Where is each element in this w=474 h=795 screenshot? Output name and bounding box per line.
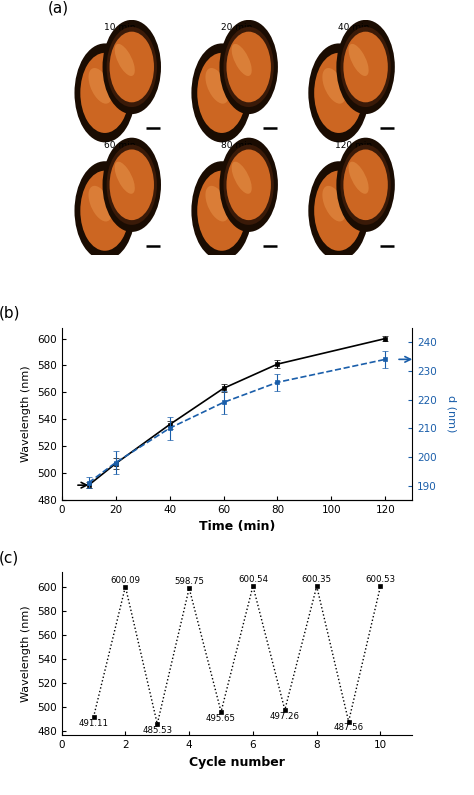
Ellipse shape: [314, 52, 363, 133]
Ellipse shape: [337, 20, 395, 114]
Y-axis label: Wavelength (nm): Wavelength (nm): [21, 366, 31, 462]
Text: 600.54: 600.54: [238, 576, 268, 584]
Ellipse shape: [219, 20, 278, 114]
Text: 10 min: 10 min: [104, 23, 136, 33]
Ellipse shape: [224, 27, 274, 107]
Text: (b): (b): [0, 306, 20, 321]
Ellipse shape: [348, 44, 369, 76]
Text: 487.56: 487.56: [334, 723, 364, 732]
X-axis label: Time (min): Time (min): [199, 521, 275, 533]
Ellipse shape: [191, 161, 252, 260]
Text: 80 min: 80 min: [221, 142, 253, 150]
Text: 120 min: 120 min: [336, 142, 373, 150]
Ellipse shape: [205, 186, 229, 222]
Y-axis label: d (nm): d (nm): [447, 395, 456, 432]
Text: 600.09: 600.09: [110, 576, 140, 585]
Ellipse shape: [340, 27, 391, 107]
Text: (a): (a): [47, 0, 69, 15]
Ellipse shape: [107, 145, 157, 225]
Ellipse shape: [314, 171, 363, 250]
Ellipse shape: [89, 68, 112, 103]
Text: 600.53: 600.53: [365, 576, 396, 584]
Ellipse shape: [109, 149, 154, 220]
Ellipse shape: [74, 161, 135, 260]
Ellipse shape: [80, 52, 129, 133]
Ellipse shape: [322, 186, 346, 222]
Text: 40 min: 40 min: [338, 23, 370, 33]
Ellipse shape: [197, 52, 246, 133]
Ellipse shape: [308, 44, 369, 142]
Ellipse shape: [115, 161, 135, 194]
Ellipse shape: [197, 171, 246, 250]
Ellipse shape: [219, 138, 278, 232]
Text: 20 min: 20 min: [221, 23, 253, 33]
Text: (c): (c): [0, 551, 19, 566]
Ellipse shape: [89, 186, 112, 222]
Ellipse shape: [227, 32, 271, 103]
Text: 485.53: 485.53: [142, 726, 173, 735]
Ellipse shape: [102, 20, 161, 114]
Ellipse shape: [205, 68, 229, 103]
Ellipse shape: [224, 145, 274, 225]
Ellipse shape: [348, 161, 369, 194]
Text: 60 min: 60 min: [104, 142, 136, 150]
X-axis label: Cycle number: Cycle number: [189, 756, 285, 769]
Ellipse shape: [109, 32, 154, 103]
Ellipse shape: [343, 32, 388, 103]
Text: 497.26: 497.26: [270, 712, 300, 721]
Ellipse shape: [191, 44, 252, 142]
Ellipse shape: [102, 138, 161, 232]
Ellipse shape: [322, 68, 346, 103]
Ellipse shape: [107, 27, 157, 107]
Ellipse shape: [80, 171, 129, 250]
Ellipse shape: [232, 44, 252, 76]
Ellipse shape: [227, 149, 271, 220]
Y-axis label: Wavelength (nm): Wavelength (nm): [21, 606, 31, 702]
Ellipse shape: [343, 149, 388, 220]
Text: 495.65: 495.65: [206, 714, 236, 723]
Text: 491.11: 491.11: [79, 719, 109, 728]
Text: 600.35: 600.35: [301, 576, 332, 584]
Ellipse shape: [308, 161, 369, 260]
Ellipse shape: [232, 161, 252, 194]
Ellipse shape: [74, 44, 135, 142]
Ellipse shape: [340, 145, 391, 225]
Ellipse shape: [115, 44, 135, 76]
Text: 598.75: 598.75: [174, 577, 204, 587]
Ellipse shape: [337, 138, 395, 232]
